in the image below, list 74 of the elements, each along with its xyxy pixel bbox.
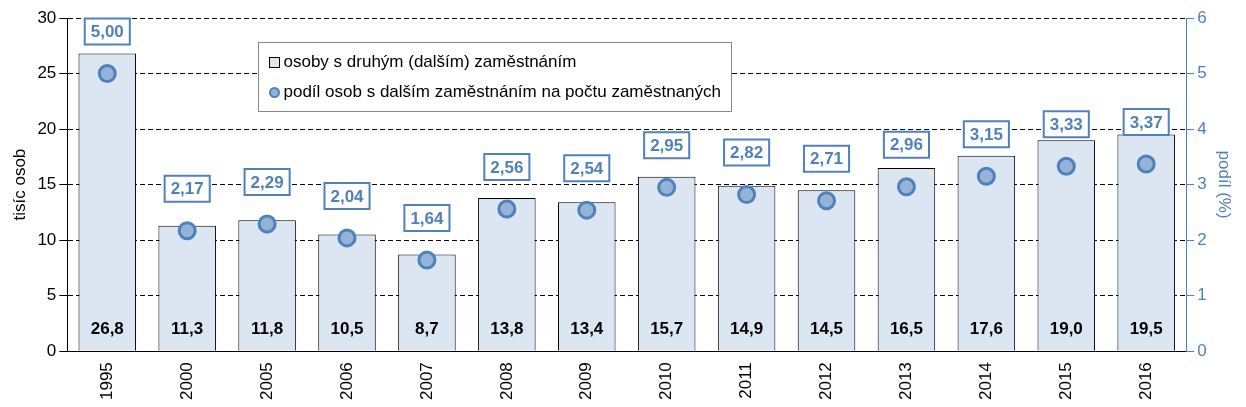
y2-tick-label: 0 (1197, 340, 1207, 360)
point (577, 200, 597, 220)
data-label: 3,37 (1129, 112, 1163, 132)
x-tick-label: 2005 (256, 362, 276, 401)
data-label: 17,6 (969, 318, 1003, 338)
data-label: 15,7 (650, 318, 684, 338)
y-tick-label: 15 (37, 174, 57, 194)
x-tick-label: 2008 (496, 362, 516, 401)
point (896, 177, 916, 197)
data-label: 2,96 (889, 135, 923, 155)
data-label: 13,8 (490, 318, 524, 338)
y2-tick-label: 2 (1197, 229, 1207, 249)
data-label: 3,15 (969, 124, 1003, 144)
x-tick-label: 2010 (656, 362, 676, 401)
data-label: 2,82 (730, 143, 764, 163)
x-tick-label: 2006 (336, 362, 356, 401)
point (657, 177, 677, 197)
point (1136, 154, 1156, 174)
point (976, 166, 996, 186)
x-tick-label: 2014 (976, 362, 996, 401)
y2-axis-title: podíl (%) (1215, 150, 1235, 219)
data-label: 14,5 (809, 318, 844, 338)
point (97, 64, 117, 84)
x-tick-label: 2007 (416, 362, 436, 401)
data-label: 16,5 (889, 318, 923, 338)
point (417, 250, 437, 270)
data-label: 19,5 (1129, 318, 1163, 338)
legend-label: podíl osob s dalším zaměstnáním na počtu zaměstnaných (283, 81, 722, 103)
x-tick-label: 2015 (1055, 362, 1075, 401)
data-label: 2,17 (170, 179, 204, 199)
x-tick-label: 2016 (1135, 362, 1155, 401)
data-label: 2,04 (330, 186, 365, 206)
y-tick-label: 10 (37, 229, 57, 249)
x-tick-label: 2009 (576, 362, 596, 401)
y2-tick-label: 5 (1197, 63, 1207, 83)
x-tick-label: 2013 (896, 362, 916, 401)
data-label: 2,95 (650, 136, 684, 156)
data-label: 2,54 (570, 158, 604, 178)
point (257, 214, 277, 234)
legend-label: osoby s druhým (dalším) zaměstnáním (283, 51, 577, 73)
data-label: 8,7 (415, 318, 439, 338)
data-label: 19,0 (1049, 318, 1083, 338)
y2-tick-label: 4 (1197, 118, 1207, 138)
data-label: 2,71 (809, 149, 844, 169)
data-label: 11,3 (171, 318, 204, 338)
point (817, 191, 837, 211)
data-label: 2,29 (250, 172, 284, 192)
x-tick-label: 2011 (736, 362, 756, 399)
data-label: 13,4 (570, 318, 604, 338)
data-label: 1,64 (410, 208, 445, 228)
point (337, 228, 357, 248)
y-tick-label: 30 (37, 7, 57, 27)
point (177, 221, 197, 241)
data-label: 11,8 (251, 318, 284, 338)
x-tick-label: 1995 (96, 362, 116, 401)
y2-tick-label: 1 (1197, 285, 1207, 305)
data-label: 10,5 (330, 318, 364, 338)
point (497, 199, 517, 219)
data-label: 26,8 (90, 318, 124, 338)
y-axis-title: tisíc osob (9, 148, 29, 221)
y-tick-label: 5 (46, 285, 57, 305)
y2-tick-label: 6 (1197, 7, 1207, 27)
point (737, 185, 757, 205)
x-tick-label: 2000 (176, 362, 196, 401)
data-label: 3,33 (1049, 114, 1083, 134)
y-tick-label: 25 (37, 63, 57, 83)
point (1056, 156, 1076, 176)
data-label: 14,9 (730, 318, 764, 338)
y-tick-label: 0 (46, 340, 57, 360)
y2-tick-label: 3 (1197, 174, 1207, 194)
y-tick-label: 20 (37, 118, 57, 138)
data-label: 2,56 (490, 157, 524, 177)
data-label: 5,00 (90, 22, 124, 42)
x-tick-label: 2012 (816, 362, 836, 401)
